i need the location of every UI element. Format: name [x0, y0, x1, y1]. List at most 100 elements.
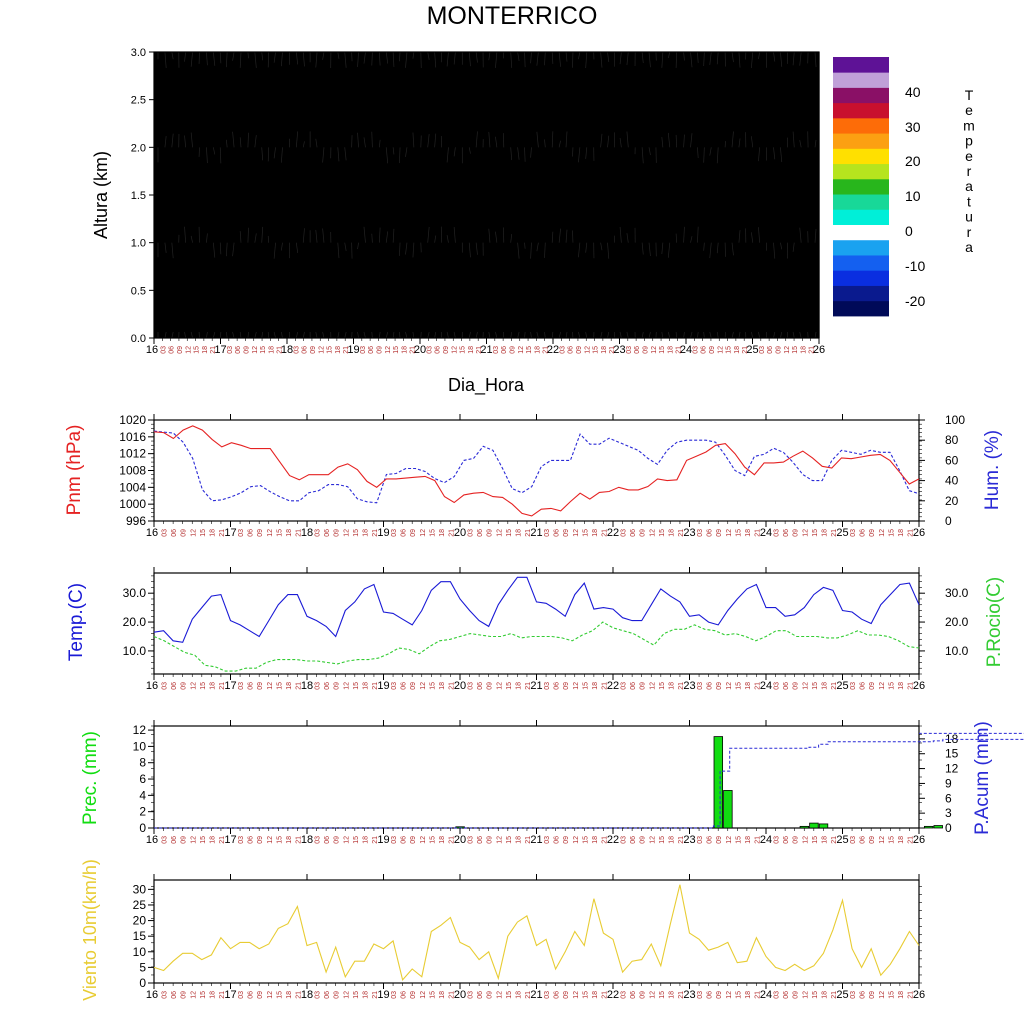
hour-tick-label: 03 — [315, 682, 322, 690]
wind-vector — [315, 51, 318, 68]
hour-tick-label: 18 — [821, 682, 828, 690]
hour-tick-label: 12 — [185, 346, 192, 354]
wind-vector — [412, 242, 415, 258]
wind-vector — [453, 147, 456, 157]
wind-vector — [261, 147, 264, 161]
wind-vector — [315, 331, 318, 339]
hour-tick-label: 09 — [257, 529, 264, 537]
day-tick-label: 21 — [480, 344, 492, 356]
colorbar-label: 10 — [905, 188, 921, 204]
left-tick-label: 1016 — [119, 430, 146, 444]
wind-vector — [661, 242, 664, 255]
wind-vector — [626, 233, 629, 243]
hour-tick-label: 06 — [501, 346, 508, 354]
day-tick-label: 23 — [683, 989, 695, 1001]
wind-vector — [184, 331, 187, 339]
wind-vector — [799, 227, 802, 243]
wind-line — [153, 884, 920, 982]
hour-tick-label: 06 — [169, 346, 176, 354]
wind-vector — [536, 242, 539, 252]
day-tick-label: 26 — [913, 527, 925, 539]
wind-vector — [675, 134, 678, 148]
day-tick-label: 23 — [683, 680, 695, 692]
hour-tick-label: 18 — [362, 529, 369, 537]
hour-tick-label: 12 — [573, 991, 580, 999]
hour-tick-label: 18 — [898, 991, 905, 999]
wind-vector — [558, 140, 561, 148]
day-tick-label: 22 — [547, 344, 559, 356]
wind-vector — [261, 331, 264, 339]
wind-vector — [683, 134, 685, 148]
wind-vector — [302, 228, 305, 243]
hour-tick-label: 18 — [898, 529, 905, 537]
hour-tick-label: 06 — [401, 836, 408, 844]
day-tick-label: 16 — [146, 527, 158, 539]
colorbar-label: 0 — [905, 223, 913, 239]
wind-vector — [792, 131, 795, 148]
day-tick-label: 20 — [454, 989, 466, 1001]
heatmap-column — [306, 52, 315, 338]
wind-vector — [363, 137, 366, 148]
heatmap-column — [610, 52, 620, 338]
hour-tick-label: 09 — [410, 682, 417, 690]
hour-tick-label: 18 — [821, 836, 828, 844]
hour-tick-label: 03 — [293, 346, 300, 354]
wind-vector — [703, 242, 705, 251]
wind-vector — [171, 51, 174, 60]
wind-vector — [405, 147, 408, 157]
wind-vector — [773, 331, 776, 339]
hour-tick-label: 12 — [717, 346, 724, 354]
hour-tick-label: 18 — [286, 991, 293, 999]
heatmap-column — [274, 52, 283, 338]
wind-vector — [799, 331, 802, 339]
hour-tick-label: 15 — [526, 346, 533, 354]
wind-vector — [295, 131, 299, 148]
hour-tick-label: 09 — [640, 991, 647, 999]
hour-tick-label: 06 — [554, 682, 561, 690]
wind-vector — [738, 138, 741, 148]
wind-vector — [239, 51, 242, 68]
hour-tick-label: 03 — [621, 682, 628, 690]
wind-vector — [385, 51, 389, 64]
hour-tick-label: 06 — [783, 529, 790, 537]
hour-tick-label: 09 — [640, 529, 647, 537]
wind-vector — [709, 51, 712, 66]
wind-vector — [758, 227, 761, 243]
right-tick-label: 100 — [945, 413, 965, 427]
wind-vector — [565, 51, 568, 62]
wind-vector — [716, 51, 719, 65]
hour-tick-label: 12 — [802, 836, 809, 844]
wind-vector — [399, 242, 401, 256]
hour-tick-label: 03 — [774, 682, 781, 690]
heatmap-column — [570, 52, 580, 338]
hour-tick-label: 21 — [907, 836, 914, 844]
hour-tick-label: 18 — [515, 529, 522, 537]
hour-tick-label: 12 — [802, 529, 809, 537]
hour-tick-label: 12 — [573, 682, 580, 690]
hour-tick-label: 21 — [372, 529, 379, 537]
left-tick-label: 5 — [139, 960, 146, 974]
hour-tick-label: 18 — [821, 991, 828, 999]
hour-tick-label: 18 — [668, 682, 675, 690]
wind-vector — [607, 51, 610, 62]
wind-vector — [446, 147, 449, 163]
colorbar-box — [833, 194, 889, 210]
wind-vector — [530, 51, 532, 64]
hour-tick-label: 15 — [353, 836, 360, 844]
hour-tick-label: 15 — [888, 529, 895, 537]
day-tick-label: 21 — [530, 527, 542, 539]
hour-tick-label: 15 — [792, 346, 799, 354]
heatmap-column — [186, 52, 195, 338]
wind-vector — [488, 131, 491, 148]
colorbar-box — [833, 72, 889, 88]
day-tick-label: 17 — [224, 989, 236, 1001]
hour-tick-label: 15 — [276, 836, 283, 844]
wind-vector — [261, 226, 264, 243]
day-tick-label: 18 — [301, 680, 313, 692]
hour-tick-label: 06 — [477, 529, 484, 537]
wind-vector — [344, 242, 347, 251]
hour-tick-label: 09 — [487, 836, 494, 844]
hour-tick-label: 18 — [821, 529, 828, 537]
hour-tick-label: 18 — [209, 682, 216, 690]
